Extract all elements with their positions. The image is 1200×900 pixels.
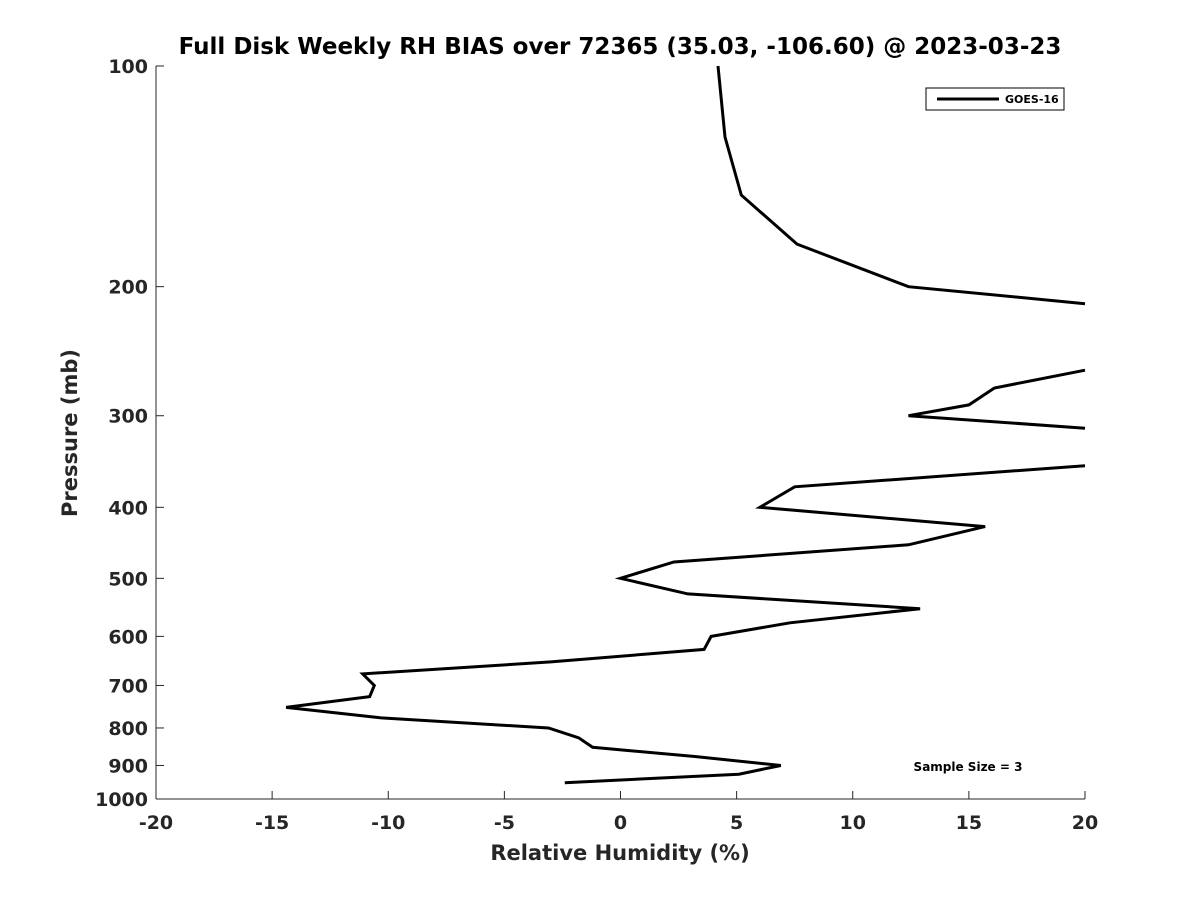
sample-size-annotation: Sample Size = 3 — [914, 760, 1023, 774]
x-axis-label: Relative Humidity (%) — [490, 841, 749, 865]
x-tick-label: 20 — [1072, 812, 1098, 834]
y-tick-label: 600 — [108, 626, 148, 648]
y-tick-label: 400 — [108, 497, 148, 519]
series-line-segment — [908, 368, 1086, 430]
y-tick-label: 800 — [108, 718, 148, 740]
y-axis-label: Pressure (mb) — [58, 349, 82, 517]
y-tick-label: 100 — [108, 56, 148, 78]
y-tick-label: 200 — [108, 277, 148, 299]
x-tick-label: -5 — [494, 812, 515, 834]
y-tick-label: 500 — [108, 568, 148, 590]
x-tick-label: -10 — [371, 812, 405, 834]
y-axis-ticks: 100 200 300 400 500 600 700 800 900 1000 — [95, 56, 164, 811]
series-line-segment — [285, 464, 1086, 785]
series-line-segment — [716, 65, 1086, 306]
y-tick-label: 900 — [108, 755, 148, 777]
legend-label-goes-16: GOES-16 — [1005, 93, 1059, 106]
plot-axes — [155, 66, 1085, 800]
x-tick-label: -15 — [255, 812, 289, 834]
x-tick-label: 15 — [956, 812, 982, 834]
y-tick-label: 700 — [108, 675, 148, 697]
x-axis-ticks: -20 -15 -10 -5 0 5 10 15 20 — [139, 791, 1098, 834]
x-tick-label: 5 — [730, 812, 743, 834]
x-tick-label: -20 — [139, 812, 173, 834]
y-tick-label: 1000 — [95, 789, 148, 811]
legend: GOES-16 — [925, 87, 1065, 111]
x-tick-label: 0 — [614, 812, 627, 834]
series-group — [285, 65, 1086, 785]
x-tick-label: 10 — [840, 812, 866, 834]
y-tick-label: 300 — [108, 406, 148, 428]
chart-title: Full Disk Weekly RH BIAS over 72365 (35.… — [179, 34, 1062, 60]
